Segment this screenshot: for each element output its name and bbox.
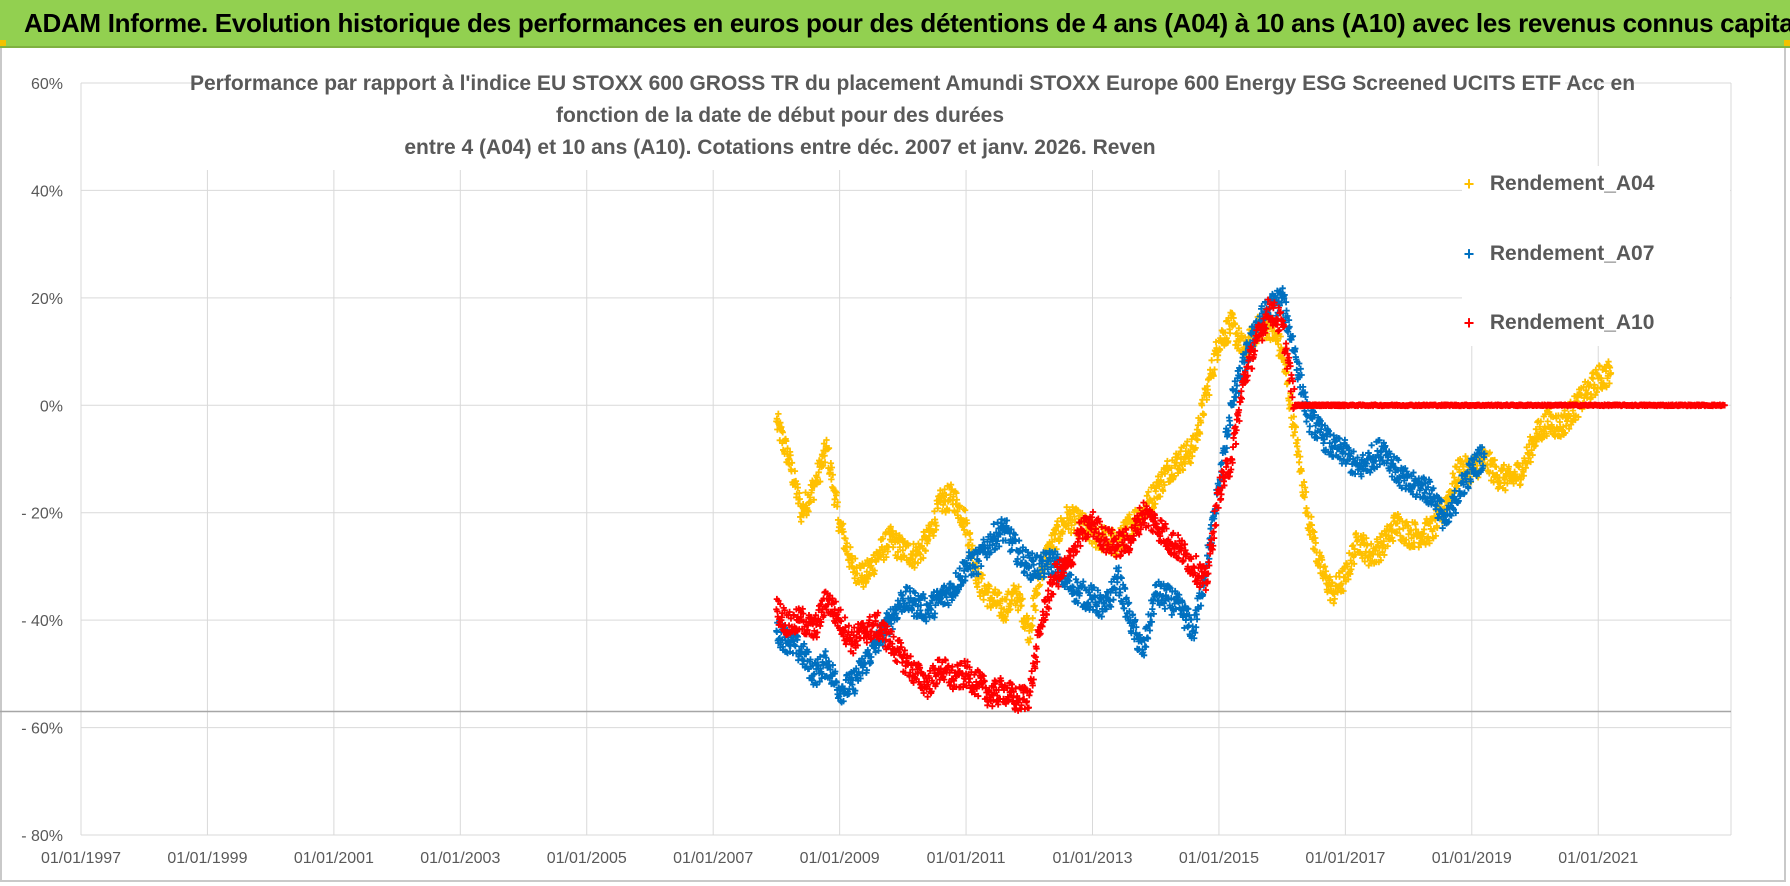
point-rendement-a04 <box>980 597 986 603</box>
point-rendement-a04 <box>1296 459 1302 465</box>
legend-item-a07: + Rendement_A07 <box>1460 242 1654 272</box>
chart-title: Performance par rapport à l'indice EU ST… <box>190 68 1370 164</box>
x-tick-label: 01/01/2007 <box>673 850 753 867</box>
x-tick-label: 01/01/2001 <box>294 850 374 867</box>
point-rendement-a04 <box>954 497 960 503</box>
x-tick-label: 01/01/2015 <box>1179 850 1259 867</box>
legend-label-a04: Rendement_A04 <box>1490 172 1655 195</box>
point-rendement-a07 <box>1016 537 1022 543</box>
x-tick-label: 01/01/2005 <box>547 850 627 867</box>
legend-marker-a04: + <box>1460 174 1478 195</box>
point-rendement-a10 <box>1213 522 1219 528</box>
y-tick-label: - 40% <box>21 613 63 630</box>
point-rendement-a07 <box>1118 575 1124 581</box>
point-rendement-a07 <box>1303 418 1309 424</box>
x-tick-label: 01/01/2021 <box>1558 850 1638 867</box>
point-rendement-a04 <box>798 518 804 524</box>
point-rendement-a10 <box>1045 587 1051 593</box>
y-tick-label: - 60% <box>21 721 63 738</box>
y-tick-label: 20% <box>31 291 63 308</box>
legend-label-a07: Rendement_A07 <box>1490 242 1655 265</box>
x-tick-label: 01/01/1999 <box>167 850 247 867</box>
chart-title-line-1: Performance par rapport à l'indice EU ST… <box>190 68 1370 100</box>
point-rendement-a04 <box>969 542 975 548</box>
point-rendement-a07 <box>962 573 968 579</box>
x-tick-label: 01/01/2011 <box>927 850 1006 867</box>
x-tick-label: 01/01/2017 <box>1305 850 1385 867</box>
chart-title-line-2: fonction de la date de début pour des du… <box>190 100 1370 132</box>
point-rendement-a04 <box>1031 603 1037 609</box>
point-rendement-a07 <box>1368 442 1374 448</box>
point-rendement-a04 <box>1208 357 1214 363</box>
y-tick-label: - 80% <box>21 828 63 845</box>
x-tick-label: 01/01/1997 <box>41 850 121 867</box>
legend-item-a10: + Rendement_A10 <box>1460 311 1654 341</box>
x-tick-label: 01/01/2009 <box>800 850 880 867</box>
legend-marker-a07: + <box>1460 244 1478 265</box>
x-tick-label: 01/01/2013 <box>1052 850 1132 867</box>
chart-title-line-3: entre 4 (A04) et 10 ans (A10). Cotations… <box>190 132 1370 164</box>
point-rendement-a04 <box>1331 596 1337 602</box>
point-rendement-a04 <box>1227 330 1233 336</box>
point-rendement-a07 <box>1162 606 1168 612</box>
x-tick-label: 01/01/2003 <box>420 850 500 867</box>
legend-item-a04: + Rendement_A04 <box>1460 172 1654 202</box>
y-tick-label: 0% <box>40 398 63 415</box>
y-tick-label: 60% <box>31 76 63 93</box>
y-tick-label: - 20% <box>21 506 63 523</box>
legend-label-a10: Rendement_A10 <box>1490 311 1655 334</box>
legend-marker-a10: + <box>1460 313 1478 334</box>
point-rendement-a07 <box>1307 423 1313 429</box>
point-rendement-a04 <box>1201 411 1207 417</box>
y-tick-label: 40% <box>31 183 63 200</box>
x-tick-label: 01/01/2019 <box>1432 850 1512 867</box>
point-rendement-a07 <box>1320 440 1326 446</box>
